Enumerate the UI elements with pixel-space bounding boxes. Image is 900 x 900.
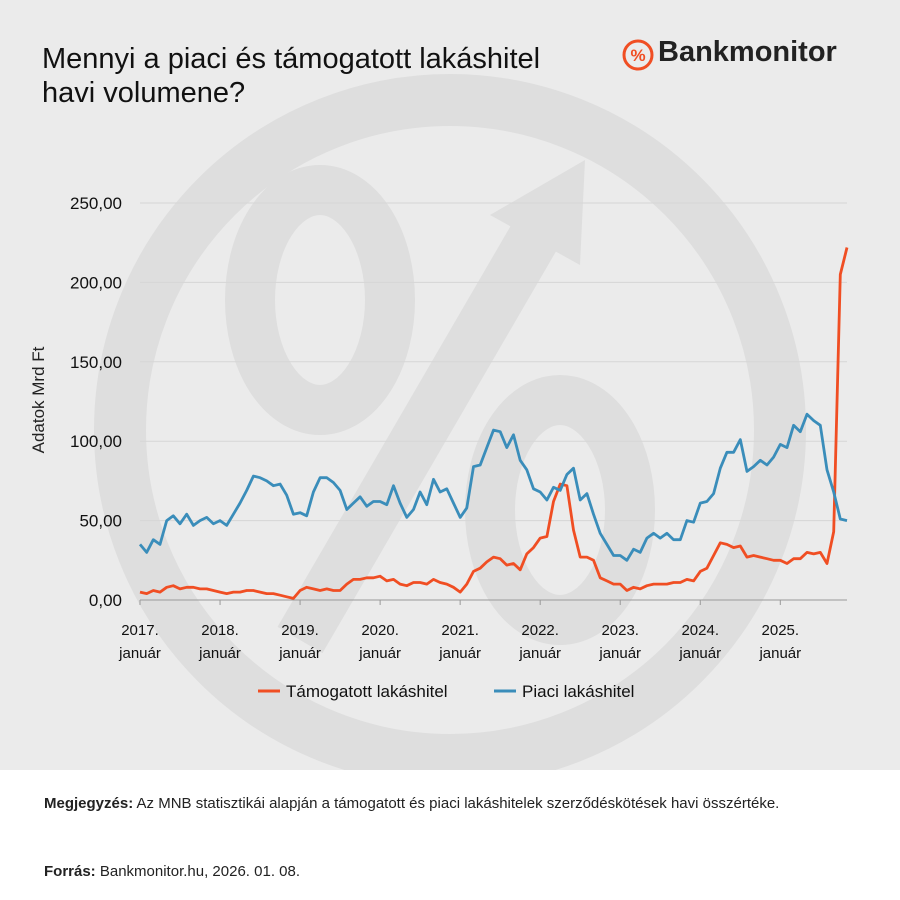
x-tick-label: 2022. január: [519, 622, 562, 662]
x-tick-label: 2018. január: [199, 622, 241, 662]
x-tick-label: 2020. január: [359, 622, 401, 662]
x-tick-label: 2021. január: [439, 622, 481, 662]
x-tick-label: 2019. január: [279, 622, 321, 662]
note-text: Az MNB statisztikái alapján a támogatott…: [136, 795, 780, 812]
x-tick-label: 2025. január: [759, 622, 802, 662]
legend-label: Piaci lakáshitel: [522, 682, 634, 701]
legend-label: Támogatott lakáshitel: [286, 682, 448, 701]
logo-icon: %: [622, 39, 654, 71]
note-label: Megjegyzés:: [44, 795, 134, 812]
note: Megjegyzés: Az MNB statisztikái alapján …: [44, 793, 844, 815]
chart: % Adatok Mrd Ft 0,00 50,00 100,00 150,00 200…: [29, 39, 849, 770]
svg-text:%: %: [630, 46, 645, 65]
y-tick-label: 0,00: [89, 591, 122, 610]
y-tick-label: 50,00: [79, 512, 122, 531]
x-tick-label: 2017. január: [119, 622, 161, 662]
series-line: [139, 247, 849, 600]
x-tick-label: 2024. január: [679, 622, 722, 662]
source: Forrás: Bankmonitor.hu, 2026. 01. 08.: [44, 861, 844, 883]
watermark: [94, 74, 806, 770]
series-line: [138, 412, 848, 562]
y-tick-label: 200,00: [70, 273, 122, 292]
y-tick-label: 100,00: [70, 432, 122, 451]
chart-title: Mennyi a piaci és támogatott lakáshitel …: [42, 43, 541, 109]
source-label: Forrás:: [44, 863, 96, 880]
source-text: Bankmonitor.hu, 2026. 01. 08.: [99, 863, 301, 880]
y-tick-label: 150,00: [70, 353, 122, 372]
y-tick-label: 250,00: [70, 194, 122, 213]
x-tick-label: 2023. január: [599, 622, 642, 662]
brand: Bankmonitor: [658, 36, 837, 68]
y-axis-label: Adatok Mrd Ft: [29, 346, 48, 453]
